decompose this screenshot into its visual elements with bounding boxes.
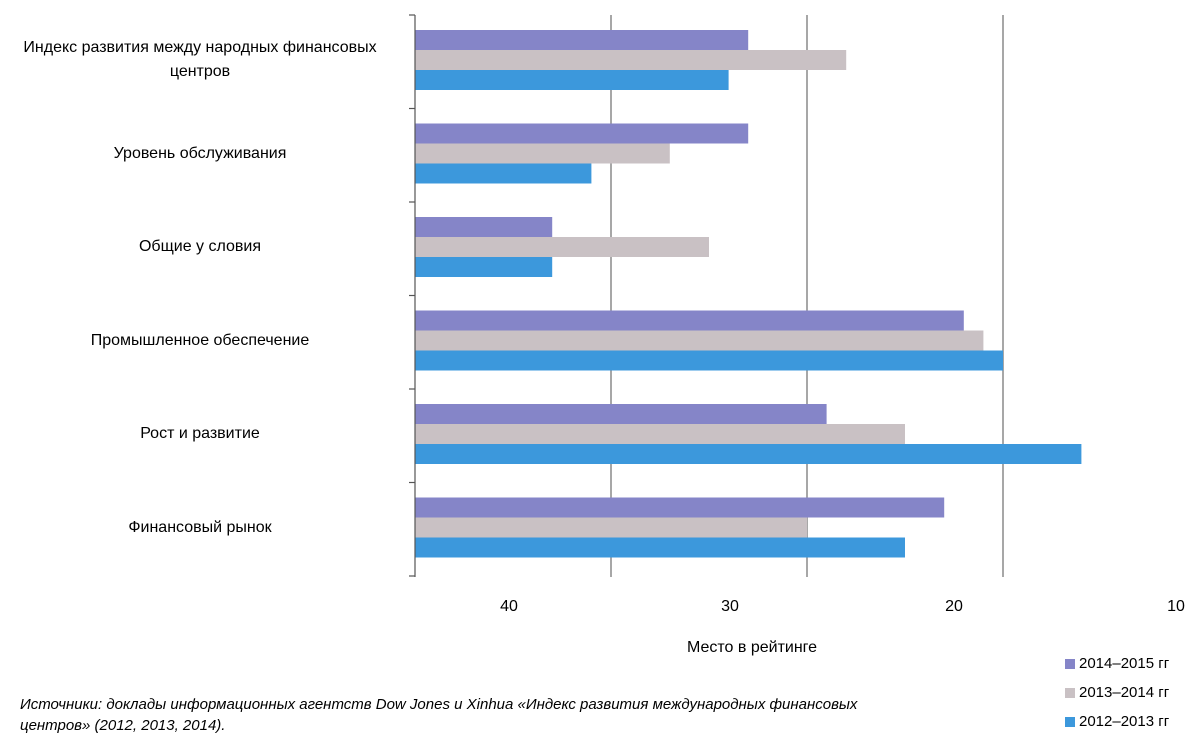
bar-4-series-3 bbox=[415, 350, 1003, 371]
bar-3-series-3 bbox=[415, 257, 553, 277]
legend-swatch bbox=[1065, 716, 1075, 727]
bar-2-series-3 bbox=[415, 163, 592, 184]
legend-label: 2013–2014 гг bbox=[1079, 684, 1170, 701]
bar-6-series-2 bbox=[415, 517, 807, 538]
x-tick-10: 10 bbox=[1167, 598, 1185, 615]
bar-1-series-1 bbox=[415, 30, 749, 50]
bar-5-series-3 bbox=[415, 444, 1082, 464]
bar-6-series-1 bbox=[415, 497, 945, 518]
x-tick-40: 40 bbox=[500, 598, 518, 615]
legend-label: 2014–2015 гг bbox=[1079, 655, 1170, 672]
bar-4-series-2 bbox=[415, 330, 984, 351]
category-label: Индекс развития между народных финансовы… bbox=[23, 39, 377, 80]
bar-2-series-2 bbox=[415, 143, 670, 164]
legend-item-2013-2014: 2013–2014 гг bbox=[1065, 684, 1169, 701]
x-axis-label: Место в рейтинге bbox=[687, 639, 818, 656]
category-label: Рост и развитие bbox=[140, 425, 260, 442]
legend-swatch bbox=[1065, 658, 1075, 669]
bar-1-series-2 bbox=[415, 50, 847, 70]
category-label: Общие у словия bbox=[138, 238, 261, 255]
legend-item-2014-2015: 2014–2015 гг bbox=[1065, 655, 1169, 672]
bar-5-series-1 bbox=[415, 404, 827, 424]
category-label: Уровень обслуживания bbox=[113, 144, 287, 162]
source-note: Источники: доклады информационных агентс… bbox=[20, 696, 858, 734]
legend-item-2012-2013: 2012–2013 гг bbox=[1065, 713, 1169, 730]
category-label: Промышленное обеспечение bbox=[90, 331, 310, 349]
bar-2-series-1 bbox=[415, 123, 749, 144]
x-tick-30: 30 bbox=[721, 598, 739, 615]
bar-3-series-1 bbox=[415, 217, 553, 237]
bar-4-series-1 bbox=[415, 310, 964, 331]
x-tick-20: 20 bbox=[945, 598, 963, 615]
legend-swatch bbox=[1065, 687, 1075, 698]
category-label: Финансовый рынок bbox=[128, 518, 272, 536]
bar-3-series-2 bbox=[415, 237, 709, 257]
bar-6-series-3 bbox=[415, 537, 905, 558]
legend-label: 2012–2013 гг bbox=[1079, 713, 1170, 730]
bar-1-series-3 bbox=[415, 70, 729, 90]
bar-5-series-2 bbox=[415, 424, 905, 444]
